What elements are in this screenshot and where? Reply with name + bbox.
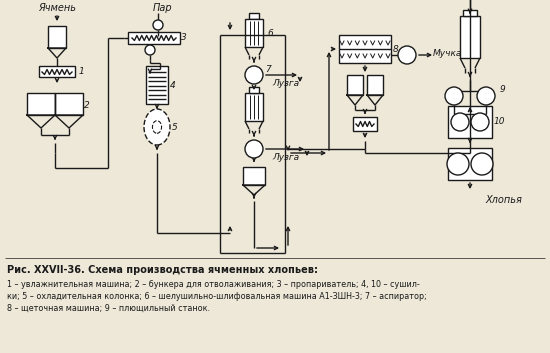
Text: 8: 8 [393, 44, 399, 54]
Bar [460, 16, 480, 58]
Circle shape [451, 113, 469, 131]
Text: Хлопья: Хлопья [485, 195, 522, 205]
Text: 3: 3 [181, 34, 187, 42]
Text: 8 – щеточная машина; 9 – плющильный станок.: 8 – щеточная машина; 9 – плющильный стан… [7, 304, 210, 313]
Text: 1: 1 [78, 67, 84, 77]
Text: Рис. XXVII-36. Схема производства ячменных хлопьев:: Рис. XXVII-36. Схема производства ячменн… [7, 265, 317, 275]
Circle shape [398, 46, 416, 64]
Circle shape [245, 66, 263, 84]
Text: 7: 7 [265, 66, 271, 74]
Circle shape [471, 113, 489, 131]
Text: Мучка: Мучка [432, 48, 461, 58]
Text: Лузга: Лузга [272, 78, 300, 88]
Bar [55, 93, 83, 115]
Bar [448, 106, 492, 138]
Text: 6: 6 [267, 29, 273, 37]
Bar [39, 66, 75, 77]
Bar [463, 10, 477, 16]
Bar [245, 19, 263, 47]
Bar [347, 75, 363, 95]
Ellipse shape [144, 109, 170, 145]
Text: 4: 4 [170, 80, 176, 90]
Bar [448, 148, 492, 180]
Bar [146, 66, 168, 104]
Text: ки; 5 – охладительная колонка; 6 – шелушильно-шлифовальная машина А1-ЗШН-3; 7 – : ки; 5 – охладительная колонка; 6 – шелуш… [7, 292, 426, 301]
Text: 2: 2 [84, 101, 90, 109]
Ellipse shape [152, 121, 162, 133]
Text: Пар: Пар [153, 3, 173, 13]
Circle shape [145, 45, 155, 55]
Bar [249, 87, 259, 93]
Circle shape [447, 153, 469, 175]
Circle shape [153, 20, 163, 30]
Text: Лузга: Лузга [272, 152, 300, 162]
Bar [243, 167, 265, 185]
Bar [249, 13, 259, 19]
Bar [339, 35, 391, 63]
Text: 5: 5 [172, 122, 178, 132]
Text: 1 – увлажнительная машина; 2 – бункера для отволаживания; 3 – пропариватель; 4, : 1 – увлажнительная машина; 2 – бункера д… [7, 280, 419, 289]
Circle shape [245, 140, 263, 158]
Bar [48, 26, 66, 48]
Bar [245, 93, 263, 121]
Circle shape [471, 153, 493, 175]
Bar [353, 117, 377, 131]
Bar [27, 93, 55, 115]
Circle shape [477, 87, 495, 105]
Bar [128, 32, 180, 44]
Bar [367, 75, 383, 95]
Circle shape [445, 87, 463, 105]
Text: 10: 10 [493, 118, 505, 126]
Text: 9: 9 [499, 85, 505, 95]
Text: Ячмень: Ячмень [38, 3, 76, 13]
